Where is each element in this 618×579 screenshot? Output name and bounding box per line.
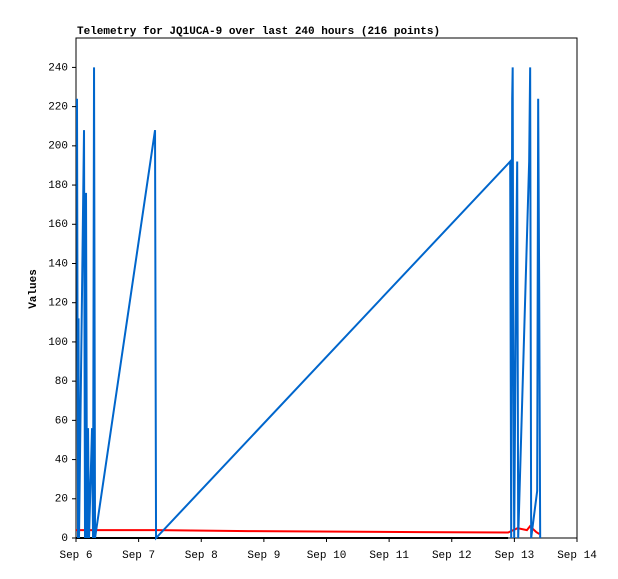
- x-tick-label: Sep 9: [247, 550, 280, 562]
- x-tick-label: Sep 8: [185, 550, 218, 562]
- y-tick-label: 20: [55, 494, 68, 506]
- y-tick-label: 80: [55, 376, 68, 388]
- x-tick-label: Sep 10: [307, 550, 347, 562]
- y-tick-label: 40: [55, 454, 68, 466]
- x-tick-label: Sep 6: [59, 550, 92, 562]
- y-axis-title: Values: [28, 269, 40, 309]
- y-tick-label: 0: [61, 533, 68, 545]
- x-tick-label: Sep 11: [369, 550, 409, 562]
- y-tick-label: 120: [48, 298, 68, 310]
- y-tick-label: 60: [55, 415, 68, 427]
- x-tick-label: Sep 7: [122, 550, 155, 562]
- y-tick-label: 220: [48, 102, 68, 114]
- series-line: [76, 67, 542, 541]
- x-tick-label: Sep 12: [432, 550, 472, 562]
- x-tick-label: Sep 14: [557, 550, 597, 562]
- y-tick-label: 180: [48, 180, 68, 192]
- y-tick-label: 160: [48, 219, 68, 231]
- chart-title: Telemetry for JQ1UCA-9 over last 240 hou…: [77, 26, 440, 38]
- y-tick-label: 140: [48, 258, 68, 270]
- y-tick-label: 200: [48, 141, 68, 153]
- y-tick-label: 100: [48, 337, 68, 349]
- y-tick-label: 240: [48, 62, 68, 74]
- x-tick-label: Sep 13: [495, 550, 535, 562]
